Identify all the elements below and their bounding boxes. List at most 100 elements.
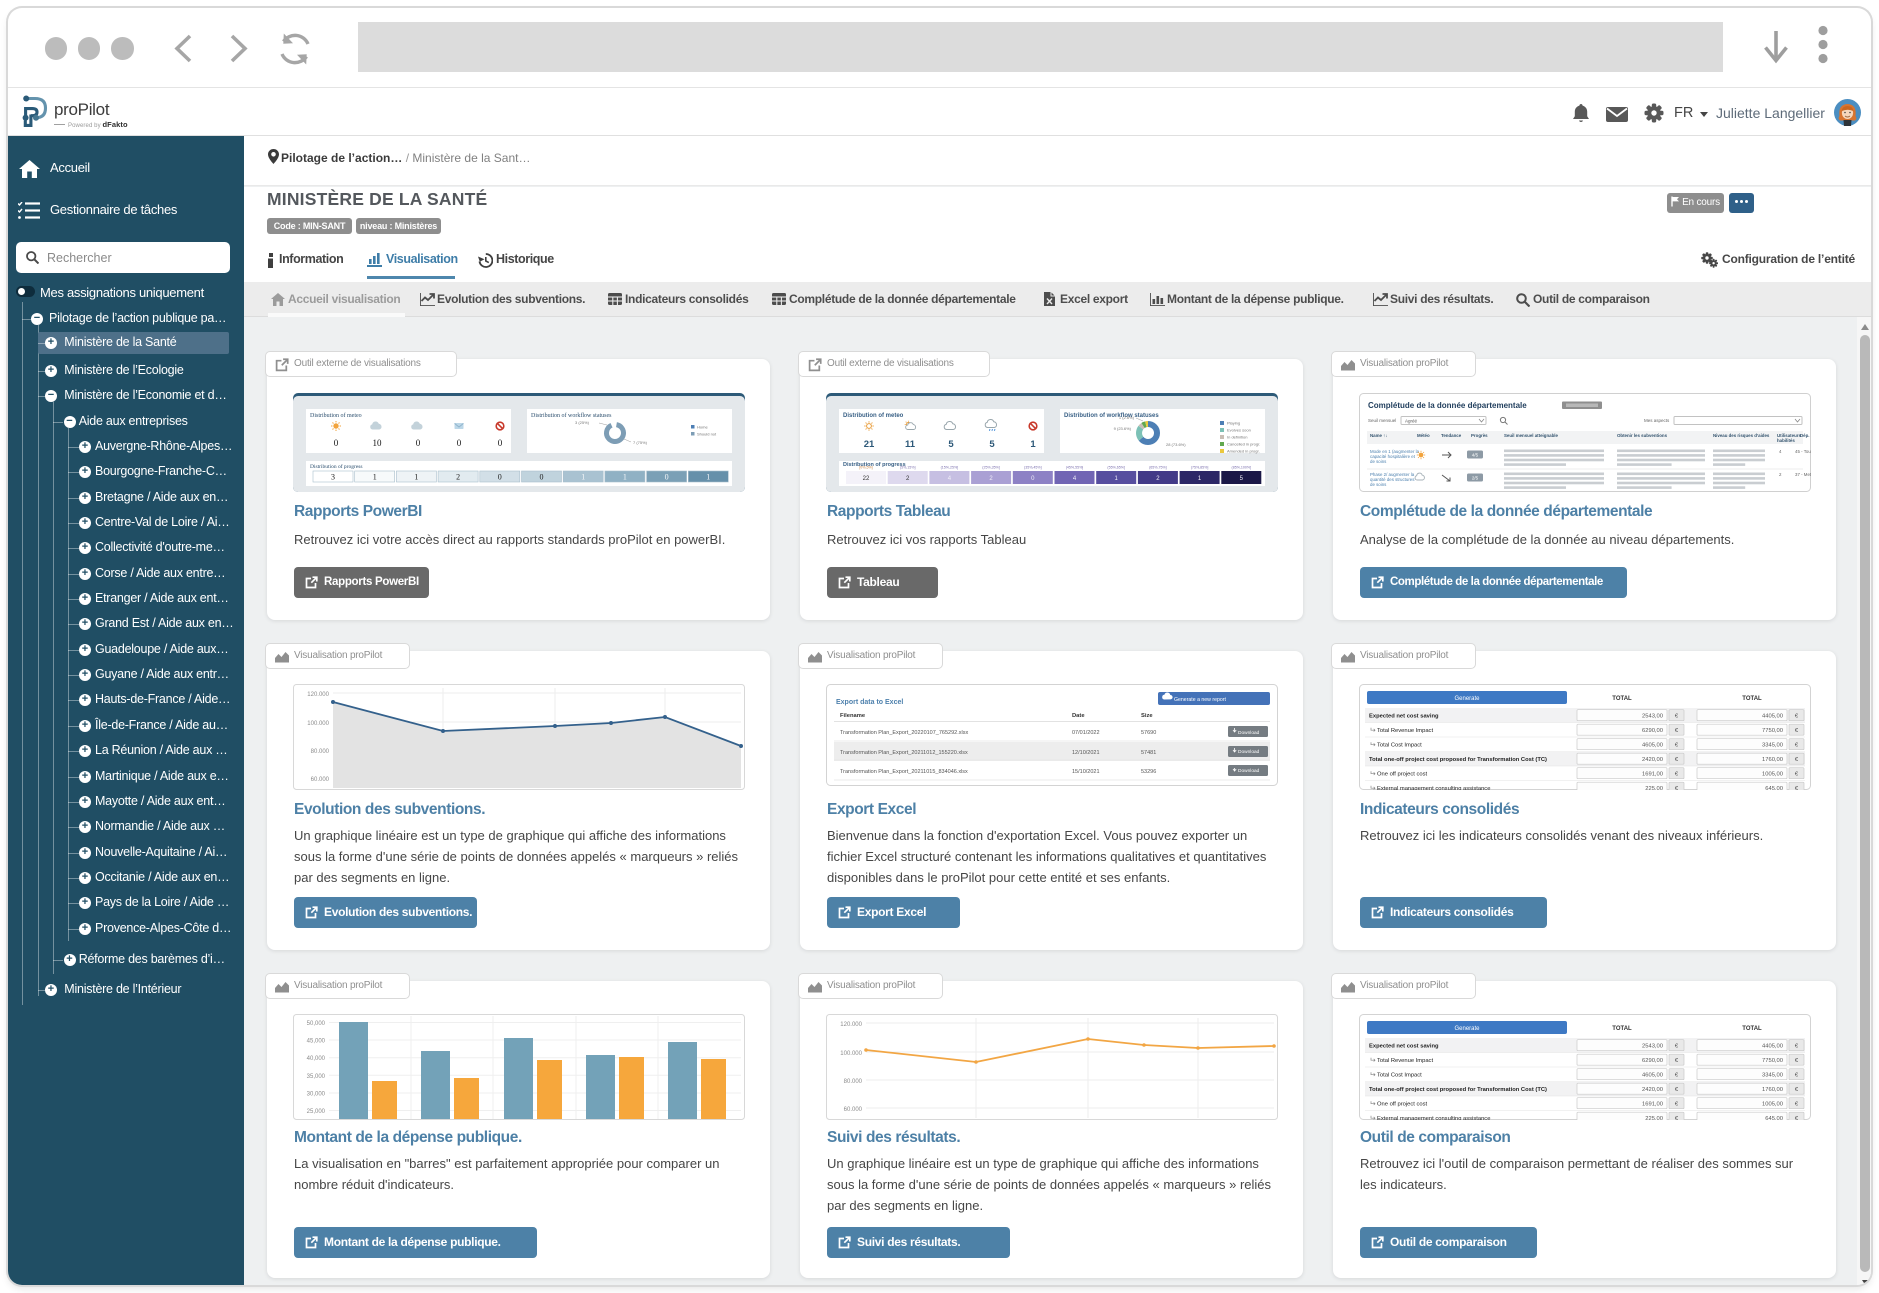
svg-text:€: €: [1675, 1044, 1679, 1050]
svg-text:€: €: [1675, 1087, 1679, 1093]
svg-text:Seuil mensuel atteignable: Seuil mensuel atteignable: [1504, 433, 1558, 438]
svg-text:€: €: [1675, 1058, 1679, 1064]
svg-text:de soins: de soins: [1370, 482, 1387, 487]
svg-text:2: 2: [1156, 476, 1160, 482]
svg-text:(85%,100%]: (85%,100%]: [1232, 466, 1252, 470]
svg-text:€: €: [1675, 772, 1679, 778]
svg-text:Distribution of meteo: Distribution of meteo: [310, 412, 362, 419]
svg-text:Export data to Excel: Export data to Excel: [836, 699, 903, 706]
svg-text:€: €: [1795, 1058, 1799, 1064]
svg-text:€: €: [1675, 743, 1679, 749]
svg-text:Playing: Playing: [1227, 421, 1240, 426]
svg-text:1760,00: 1760,00: [1762, 757, 1783, 763]
svg-text:4: 4: [1073, 476, 1077, 482]
svg-text:4605,00: 4605,00: [1642, 743, 1663, 749]
svg-text:(25%,35%]: (25%,35%]: [982, 466, 1000, 470]
svg-text:10: 10: [373, 438, 383, 448]
svg-text:80.000: 80.000: [311, 749, 330, 755]
svg-text:0: 0: [540, 473, 544, 482]
svg-text:1: 1: [1115, 476, 1119, 482]
svg-text:€: €: [1675, 786, 1679, 790]
svg-text:2543,00: 2543,00: [1642, 1044, 1663, 1050]
svg-text:Evolves soon: Evolves soon: [1227, 428, 1251, 433]
svg-text:Progrès: Progrès: [1471, 433, 1488, 438]
svg-text:645,00: 645,00: [1765, 1116, 1783, 1120]
svg-text:One off project cost: One off project cost: [1377, 1102, 1428, 1108]
svg-text:0: 0: [1031, 476, 1035, 482]
svg-text:Download: Download: [1238, 749, 1260, 755]
svg-text:Agréé: Agréé: [1405, 418, 1418, 423]
svg-text:4405,00: 4405,00: [1762, 1044, 1783, 1050]
svg-text:€: €: [1675, 1102, 1679, 1108]
svg-text:5: 5: [1240, 476, 1244, 482]
svg-text:€: €: [1795, 1073, 1799, 1079]
svg-text:15/10/2021: 15/10/2021: [1072, 769, 1100, 775]
svg-text:2543,00: 2543,00: [1642, 714, 1663, 720]
svg-text:€: €: [1795, 728, 1799, 734]
svg-text:€: €: [1795, 743, 1799, 749]
svg-text:1691,00: 1691,00: [1642, 1102, 1663, 1108]
svg-text:21: 21: [864, 439, 875, 450]
svg-text:3: 3: [331, 473, 335, 482]
svg-text:Total Revenue Impact: Total Revenue Impact: [1377, 728, 1433, 734]
svg-text:Cancelled in progr.: Cancelled in progr.: [1227, 442, 1260, 447]
svg-text:TOTAL: TOTAL: [1612, 696, 1632, 702]
svg-text:30,000: 30,000: [307, 1091, 326, 1097]
svg-text:2: 2: [456, 473, 460, 482]
svg-text:€: €: [1675, 728, 1679, 734]
svg-text:In definition: In definition: [1227, 435, 1247, 440]
svg-text:6290,00: 6290,00: [1642, 1058, 1663, 1064]
svg-text:1005,00: 1005,00: [1762, 772, 1783, 778]
svg-text:Total one-off project cost pro: Total one-off project cost proposed for …: [1369, 1087, 1547, 1093]
svg-text:€: €: [1675, 714, 1679, 720]
svg-text:Obtenir les subventions: Obtenir les subventions: [1617, 433, 1668, 438]
svg-text:4: 4: [948, 476, 952, 482]
svg-text:7750,00: 7750,00: [1762, 728, 1783, 734]
svg-text:0: 0: [334, 438, 339, 448]
svg-text:habilités: habilités: [1777, 438, 1795, 443]
svg-text:2: 2: [989, 476, 993, 482]
svg-text:2/5: 2/5: [1472, 476, 1479, 481]
svg-text:1: 1: [373, 473, 377, 482]
svg-text:(15%,25%]: (15%,25%]: [941, 466, 959, 470]
svg-text:Mes aspects: Mes aspects: [1644, 418, 1670, 423]
svg-text:1: 1: [623, 473, 627, 482]
svg-text:TOTAL: TOTAL: [1742, 1026, 1762, 1032]
svg-text:120.000: 120.000: [840, 1022, 862, 1028]
svg-text:0: 0: [498, 473, 502, 482]
svg-text:Size: Size: [1141, 713, 1153, 719]
svg-text:capacité hospitalière et: capacité hospitalière et: [1370, 454, 1416, 459]
svg-text:TOTAL: TOTAL: [1612, 1026, 1632, 1032]
svg-text:Total Cost Impact: Total Cost Impact: [1377, 743, 1422, 749]
svg-text:4605,00: 4605,00: [1642, 1073, 1663, 1079]
svg-text:Transformation Plan_Export_202: Transformation Plan_Export_20220107_7652…: [840, 730, 968, 736]
svg-text:€: €: [1795, 714, 1799, 720]
svg-text:Generate: Generate: [1454, 696, 1480, 702]
svg-text:100.000: 100.000: [840, 1051, 862, 1057]
svg-text:4: 4: [1779, 449, 1782, 454]
svg-text:645,00: 645,00: [1765, 786, 1783, 790]
svg-text:Mode en 1 (augmenter la: Mode en 1 (augmenter la: [1370, 449, 1420, 454]
svg-text:€: €: [1675, 1073, 1679, 1079]
svg-text:1691,00: 1691,00: [1642, 772, 1663, 778]
svg-text:Seuil mensuel: Seuil mensuel: [1368, 418, 1396, 423]
svg-text:TOTAL: TOTAL: [1742, 696, 1762, 702]
svg-text:12/10/2021: 12/10/2021: [1072, 750, 1100, 756]
svg-text:(55%,65%]: (55%,65%]: [1107, 466, 1125, 470]
svg-text:5: 5: [989, 439, 995, 450]
svg-text:Dép.: Dép.: [1800, 433, 1810, 438]
svg-text:120.000: 120.000: [307, 692, 329, 698]
svg-text:€: €: [1795, 1116, 1799, 1120]
svg-text:1: 1: [414, 473, 418, 482]
svg-text:225,00: 225,00: [1645, 786, 1663, 790]
svg-text:37 - Metz: 37 - Metz: [1795, 472, 1811, 477]
svg-text:[0%,5%]: [0%,5%]: [859, 466, 872, 470]
svg-text:1: 1: [1030, 439, 1036, 450]
svg-text:Date: Date: [1072, 713, 1085, 719]
svg-text:1 (2.6%): 1 (2.6%): [1119, 415, 1135, 420]
svg-text:Distribution of progress: Distribution of progress: [310, 463, 363, 470]
svg-text:1: 1: [1198, 476, 1202, 482]
svg-text:Niveau des risques d’aides: Niveau des risques d’aides: [1713, 433, 1770, 438]
svg-text:2: 2: [1779, 472, 1782, 477]
svg-text:Distribution of workflow statu: Distribution of workflow statuses: [531, 412, 612, 419]
